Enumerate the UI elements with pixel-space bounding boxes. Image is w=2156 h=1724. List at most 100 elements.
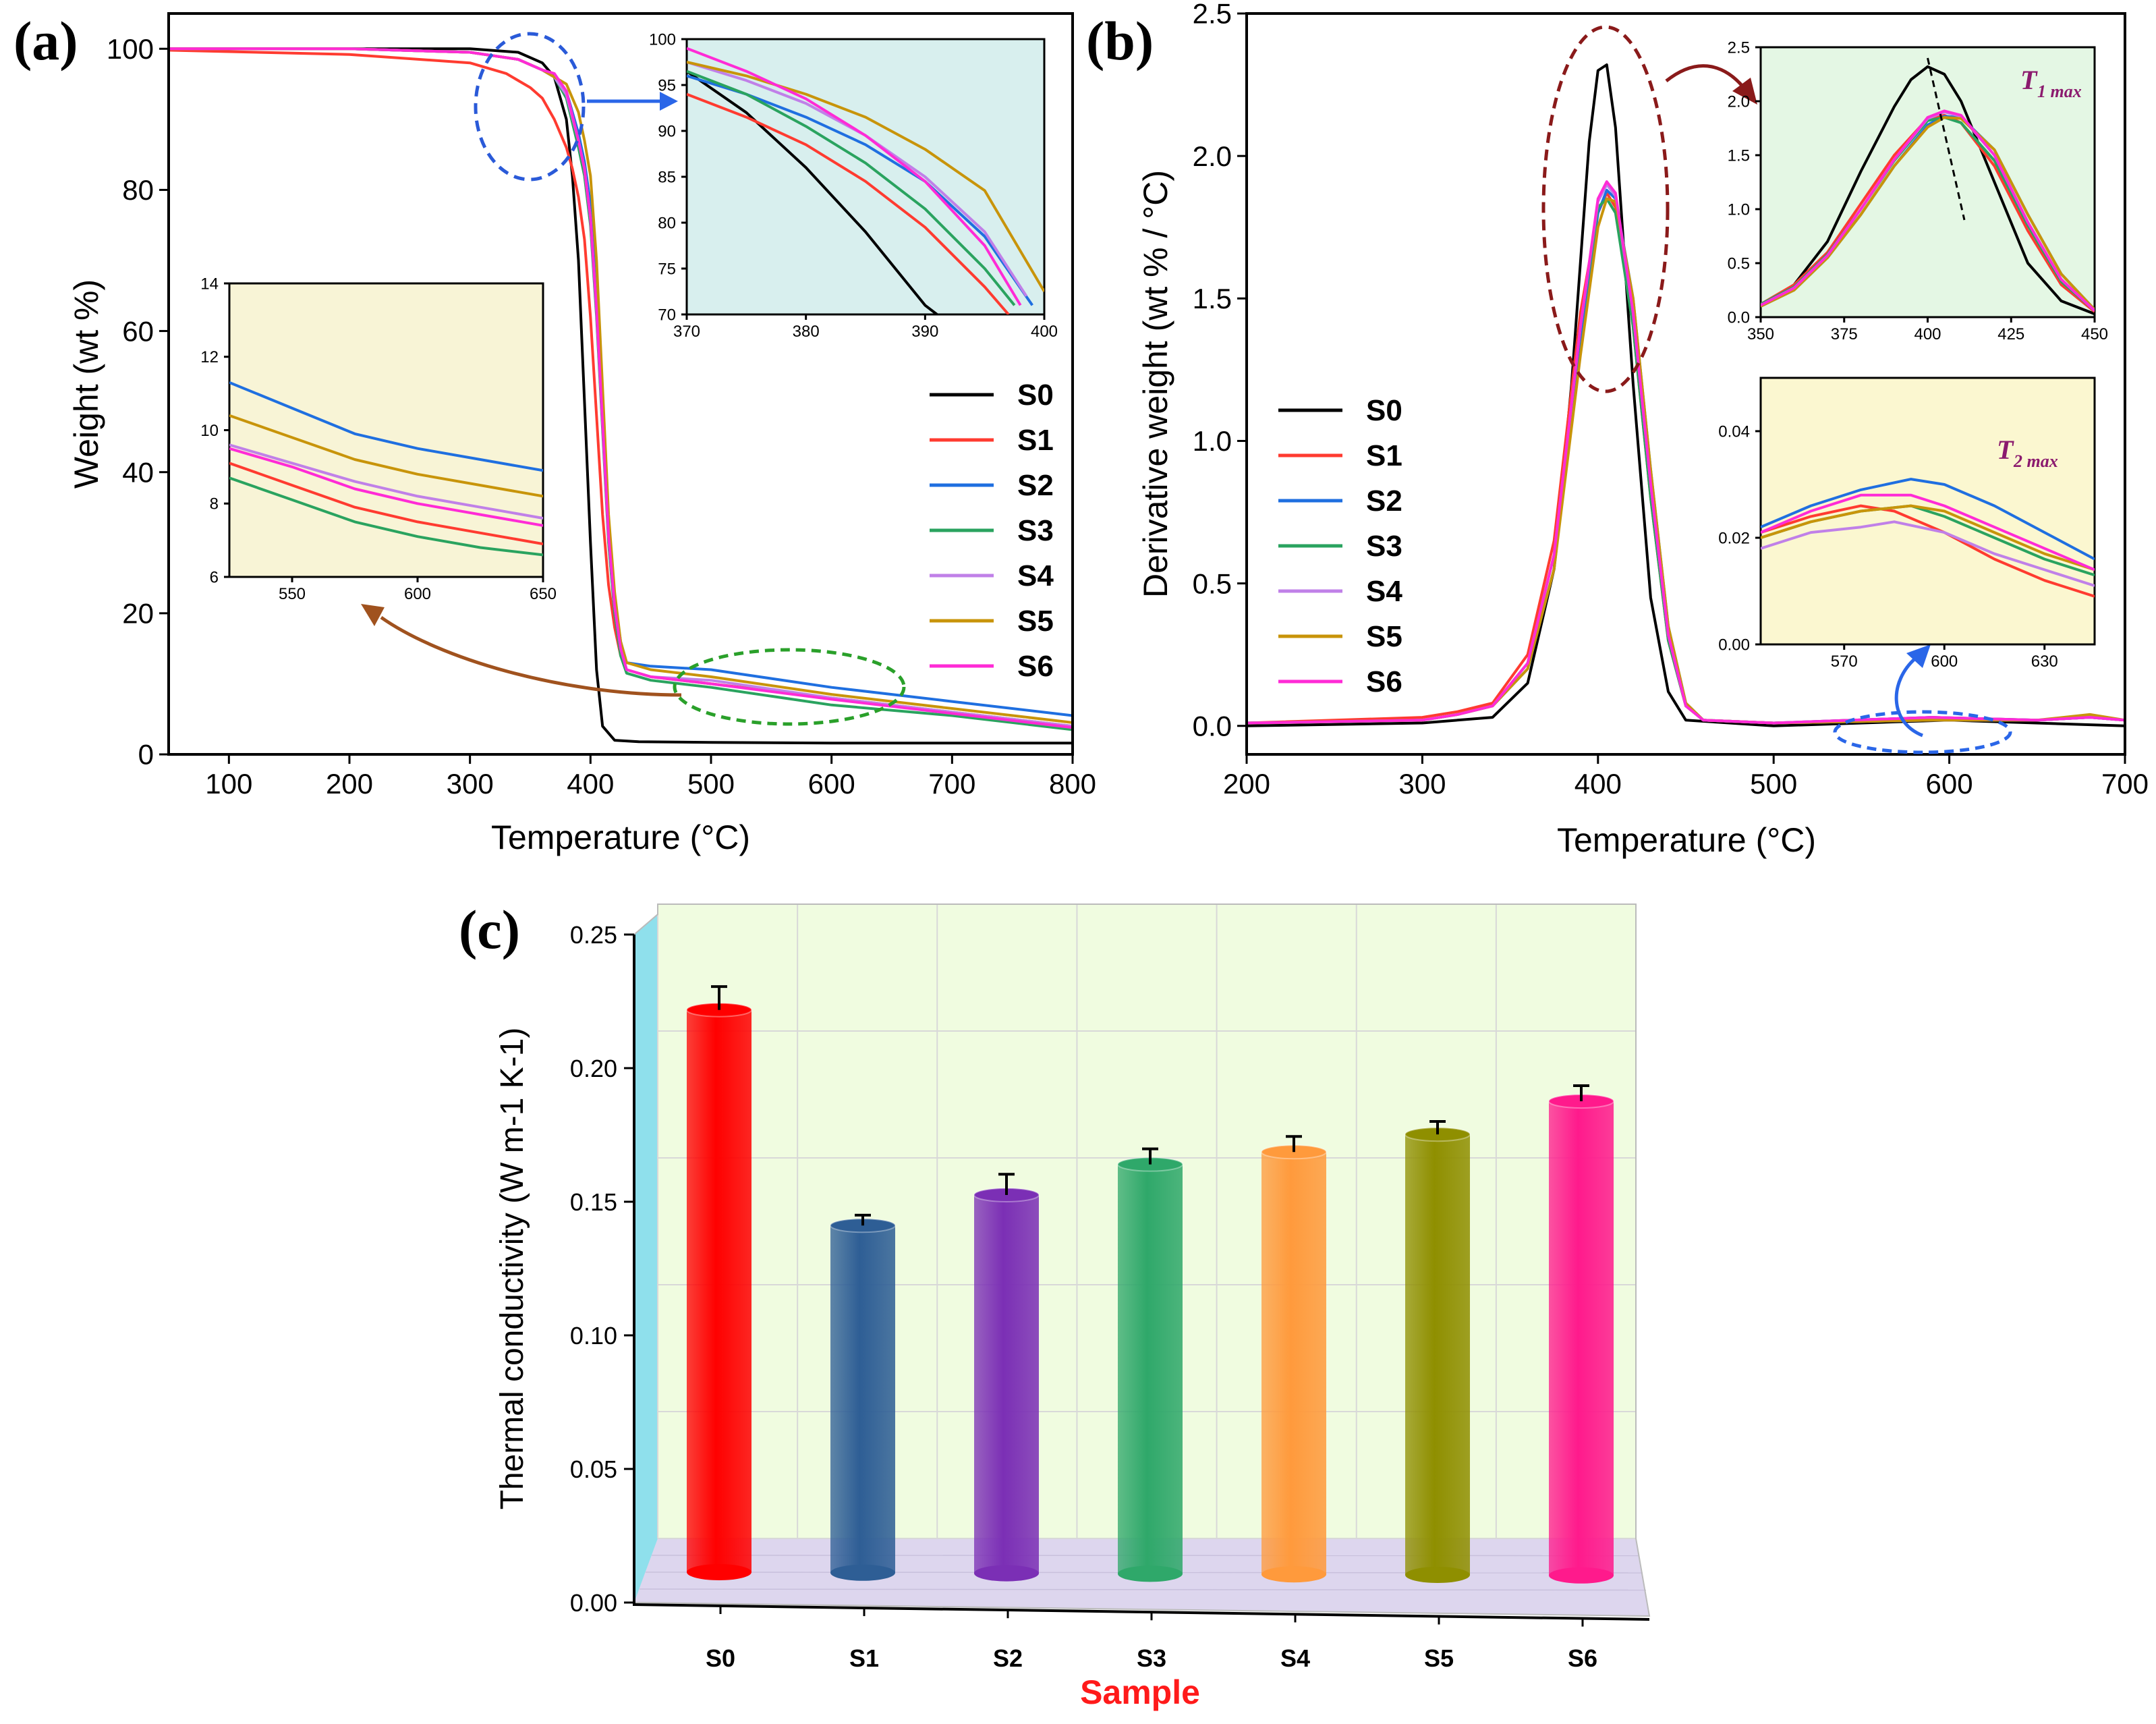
panel-a-highlight-ellipse-top [474, 32, 586, 182]
panel-b-arrow-top [1665, 64, 1745, 89]
panel-b-inset-top-xtick-label: 450 [2081, 325, 2108, 343]
panel-b-highlight-ellipse-top [1541, 25, 1670, 393]
panel-a-xtick-label: 600 [808, 768, 855, 800]
panel-b-inset-bottom-annotation-sub: 2 max [2013, 451, 2058, 471]
panel-a-ytick-label: 60 [122, 315, 154, 347]
panel-b-inset-bottom-line-s6 [1761, 493, 2095, 572]
panel-c-floor-grid [639, 1588, 1647, 1591]
panel-a-xlabel: Temperature (°C) [491, 818, 750, 856]
panel-a-ytick-label: 100 [107, 33, 154, 65]
panel-a-arrowhead-bottom [361, 604, 385, 626]
panel-a-inset-top-ytick-label: 80 [658, 214, 676, 232]
panel-c-xlabel: Sample [1080, 1673, 1200, 1711]
panel-c-xtick-label-s0: S0 [706, 1644, 735, 1672]
panel-c-ytick-label: 0.00 [570, 1589, 617, 1617]
panel-a-xtick-label: 700 [928, 768, 975, 800]
panel-c-ylabel: Thermal conductivity (W m-1 K-1) [494, 1028, 530, 1510]
panel-a-inset-top-line-s0 [687, 69, 938, 314]
panel-a-inset-bottom-line-s6 [229, 447, 543, 527]
panel-b-xlabel: Temperature (°C) [1557, 821, 1816, 859]
panel-c-x-axis [633, 1603, 1650, 1621]
panel-c-bar-s1 [830, 1225, 895, 1573]
panel-a-xtick-label: 200 [326, 768, 373, 800]
panel-b-inset-top-bg [1759, 46, 2096, 318]
panel-a-ytick-label: 20 [122, 598, 154, 630]
panel-a-arrowhead-top [660, 92, 678, 111]
panel-b-inset-bottom-ytick-label: 0.00 [1718, 636, 1750, 654]
panel-b-highlight-ellipse-bottom [1833, 710, 2012, 754]
panel-c-bar-base-s2 [974, 1565, 1039, 1582]
panel-b-inset-top-xtick-label: 425 [1997, 325, 2024, 343]
panel-c-xtick-label-s2: S2 [993, 1644, 1023, 1672]
panel-b-arrow-bottom [1894, 657, 1923, 738]
panel-a-ytick-label: 80 [122, 174, 154, 206]
panel-b-inset-bottom-xtick-label: 600 [1931, 652, 1958, 671]
panel-c-bar-base-s0 [687, 1564, 751, 1580]
panel-c-xtick-label-s5: S5 [1424, 1644, 1454, 1672]
panel-a-inset-top-xtick-label: 400 [1031, 323, 1058, 341]
panel-a-inset-top-ytick-label: 75 [658, 260, 676, 278]
panel-a-inset-top-line-s6 [687, 47, 1022, 306]
panel-b-inset-top-ytick-label: 0.5 [1728, 254, 1750, 273]
panel-a-inset-bottom-ytick-label: 8 [210, 495, 219, 513]
panel-c-bar-s3 [1118, 1164, 1183, 1574]
panel-c-bar-s4 [1261, 1152, 1326, 1575]
panel-b-line-s0 [1247, 63, 2125, 727]
panel-a-inset-bottom-line-s3 [229, 476, 543, 557]
panel-a-inset-bottom-xtick-label: 550 [279, 585, 306, 603]
panel-a-inset-top-xtick-label: 370 [673, 323, 700, 341]
panel-c-bar-base-s3 [1118, 1565, 1183, 1582]
panel-b-inset-top-annotation-sub: 1 max [2037, 82, 2082, 101]
panel-b-inset-top-line-s0 [1761, 65, 2095, 316]
panel-b-label: (b) [1086, 10, 1154, 72]
panel-b-inset-top-ytick-label: 1.5 [1728, 146, 1750, 165]
panel-a-arrow-bottom [380, 615, 682, 697]
panel-a-inset-bottom-ytick-label: 6 [210, 568, 219, 586]
panel-c-side-wall [634, 914, 658, 1603]
panel-c-ytick-label: 0.20 [570, 1055, 617, 1082]
panel-c-ytick-label: 0.10 [570, 1322, 617, 1350]
panel-a-ytick-label: 0 [138, 739, 154, 771]
panel-b-inset-bottom-line-s2 [1761, 478, 2095, 561]
panel-b-line-s6 [1247, 180, 2125, 725]
panel-b-ylabel: Derivative weight (wt % / °C) [1137, 170, 1174, 598]
panel-b-inset-top-line-s5 [1761, 116, 2095, 311]
panel-c-bar-base-s6 [1549, 1567, 1614, 1584]
panel-a-inset-top-ytick-label: 95 [658, 76, 676, 94]
panel-b-inset-top-line-s6 [1761, 109, 2095, 312]
panel-b-inset-bottom-xtick-label: 570 [1831, 652, 1858, 671]
panel-a-xtick-label: 400 [567, 768, 614, 800]
panel-a-inset-bottom-line-s4 [229, 443, 543, 520]
panel-a-highlight-ellipse-bottom [673, 648, 906, 726]
panel-b-inset-bottom-ytick-label: 0.02 [1718, 529, 1750, 547]
panel-a-inset-bottom-line-s2 [229, 381, 543, 472]
panel-c-bar-s0 [687, 1009, 751, 1572]
panel-c-bar-base-s5 [1405, 1567, 1470, 1583]
panel-c-bar-s2 [974, 1194, 1039, 1574]
panel-b-xtick-label: 300 [1398, 768, 1446, 800]
panel-a-legend-label-s1: S1 [1017, 424, 1054, 457]
panel-a-line-s6 [169, 47, 1073, 729]
panel-b-inset-top-ytick-label: 0.0 [1728, 308, 1750, 327]
panel-c-ytick-label: 0.25 [570, 921, 617, 949]
panel-a-inset-top-line-s5 [687, 61, 1044, 293]
panel-b-ytick-label: 2.0 [1193, 140, 1232, 172]
panel-c-xtick-label-s1: S1 [849, 1644, 879, 1672]
panel-b-inset-top-trend-line [1927, 57, 1966, 221]
panel-b: (b) 200 300 400 500 600 700 0.0 0.5 1.0 1.5 2.0 2.5… [1086, 0, 2149, 859]
panel-a-legend-label-s5: S5 [1017, 605, 1054, 638]
panel-c-bar-s6 [1549, 1101, 1614, 1576]
panel-a-inset-top-ytick-label: 70 [658, 306, 676, 324]
panel-a-inset-top-ytick-label: 90 [658, 122, 676, 140]
panel-b-inset-bottom-line-s5 [1761, 504, 2095, 572]
panel-b-legend-label-s3: S3 [1366, 530, 1402, 563]
panel-b-legend-label-s4: S4 [1366, 575, 1402, 608]
panel-b-xtick-label: 700 [2101, 768, 2149, 800]
panel-c: (c) 0.00 0.05 0.10 0.15 0.20 0.25 S0 S1 S2 S3 S4 S5… [459, 899, 1651, 1711]
panel-a-xtick-label: 500 [687, 768, 735, 800]
panel-a-xtick-label: 100 [205, 768, 252, 800]
panel-a-inset-top-bg [685, 38, 1046, 316]
panel-a-line-s0 [169, 47, 1073, 745]
panel-b-inset-top-ytick-label: 2.0 [1728, 92, 1750, 111]
panel-a-xtick-label: 300 [447, 768, 494, 800]
